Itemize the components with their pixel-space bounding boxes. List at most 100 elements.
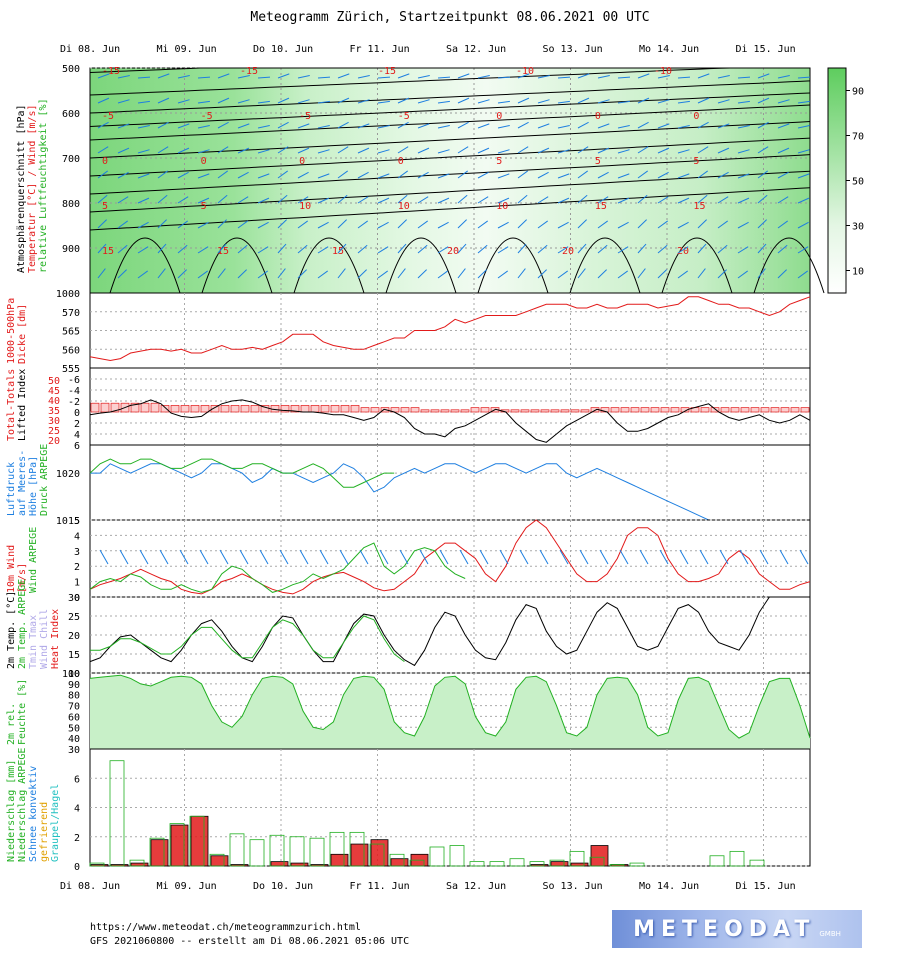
tt-bar xyxy=(660,407,670,413)
logo-text: METEODAT xyxy=(633,916,816,942)
tt-tick-label: 45 xyxy=(48,386,60,397)
wind-barb xyxy=(757,268,766,279)
wind-arrow xyxy=(279,549,289,565)
wind-barb xyxy=(257,197,270,204)
wind-barb xyxy=(757,121,769,129)
wind-barb xyxy=(137,173,150,179)
precip-bar xyxy=(169,823,185,867)
wind-barb xyxy=(337,146,349,154)
tt-tick-label: 20 xyxy=(48,436,60,447)
wind-barb xyxy=(637,170,649,179)
tt-bar xyxy=(650,407,660,413)
wind-barb xyxy=(157,170,169,179)
precip-bar xyxy=(269,834,285,867)
series-line xyxy=(90,615,405,663)
wind-barb xyxy=(537,147,550,154)
wind-barb xyxy=(457,243,467,254)
y-tick-label: 570 xyxy=(62,308,80,319)
wind-barb xyxy=(277,170,289,179)
wind-barb xyxy=(397,194,408,204)
wind-barb xyxy=(117,196,129,204)
wind-barb xyxy=(257,76,271,79)
wind-barb xyxy=(177,147,190,154)
y-axis-label: 2m Temp. ARPEGE xyxy=(17,579,28,669)
tt-bar xyxy=(460,409,470,413)
wind-arrow xyxy=(599,549,609,565)
y-tick-label: -2 xyxy=(68,397,80,408)
wind-barb xyxy=(137,125,150,129)
tt-bar xyxy=(800,407,810,413)
precip-bar xyxy=(570,862,589,867)
wind-barb xyxy=(737,270,749,279)
wind-barb xyxy=(637,243,647,254)
wind-barb xyxy=(757,146,769,154)
wind-barb xyxy=(217,121,229,129)
temperature-label: 15 xyxy=(332,246,344,257)
wind-barb xyxy=(437,76,451,79)
y-tick-label: 1015 xyxy=(56,516,80,527)
wind-barb xyxy=(417,269,427,279)
wind-barb xyxy=(417,75,430,79)
wind-barb xyxy=(797,246,809,254)
wind-barb xyxy=(637,268,646,279)
wind-barb xyxy=(677,197,690,204)
temperature-label: -5 xyxy=(299,111,311,122)
x-tick-label-bottom: Di 15. Jun xyxy=(736,881,796,892)
wind-barb xyxy=(217,219,227,229)
y-axis-label: Dicke [dm] xyxy=(17,304,28,364)
wind-barb xyxy=(377,173,390,179)
wind-barb xyxy=(557,197,570,204)
precip-bar xyxy=(370,839,389,867)
y-tick-label: -4 xyxy=(68,386,80,397)
wind-barb xyxy=(237,99,250,104)
wind-arrow xyxy=(399,549,409,565)
wind-barb xyxy=(657,269,667,279)
wind-barb xyxy=(617,125,630,129)
wind-barb xyxy=(277,219,287,229)
wind-barb xyxy=(157,73,170,79)
y-tick-label: 100 xyxy=(62,669,80,680)
tt-bar xyxy=(470,407,480,413)
tt-bar xyxy=(180,405,190,413)
wind-arrow xyxy=(659,549,669,565)
isotherm xyxy=(89,137,811,177)
temperature-label: 20 xyxy=(562,246,574,257)
wind-barb xyxy=(337,219,347,229)
footer-url[interactable]: https://www.meteodat.ch/meteogrammzurich… xyxy=(90,922,361,933)
precip-bar xyxy=(170,824,189,867)
y-axis-label: Tmin Tmax xyxy=(28,615,39,669)
temperature-label: 15 xyxy=(595,201,607,212)
wind-arrow xyxy=(339,549,349,565)
wind-barb xyxy=(157,194,168,204)
tt-bar xyxy=(310,405,320,413)
precip-bar xyxy=(369,843,385,867)
y-tick-label: 30 xyxy=(68,593,80,604)
wind-barb xyxy=(237,220,249,229)
tt-bar xyxy=(760,407,770,413)
wind-barb xyxy=(437,149,450,154)
wind-barb xyxy=(237,269,247,279)
panel-precipitation: 6 4 2 0 Niederschlag [mm] Niederschlag ARPEGE… xyxy=(6,748,811,873)
wind-barb xyxy=(197,246,209,254)
wind-barb xyxy=(317,76,331,79)
y-axis-label: Druck ARPEGE xyxy=(39,444,50,516)
colorbar-tick-label: 10 xyxy=(852,267,864,278)
wind-barb xyxy=(437,125,450,129)
y-tick-label: 1020 xyxy=(56,469,80,480)
tt-bar xyxy=(170,405,180,413)
y-axis-label: relative Luftfeuchtigkeit [%] xyxy=(38,98,49,273)
wind-barb xyxy=(417,220,429,229)
wind-barb xyxy=(717,220,729,229)
temperature-label: 15 xyxy=(102,246,114,257)
wind-barb xyxy=(577,146,589,154)
wind-barb xyxy=(357,171,369,179)
wind-barb xyxy=(577,121,589,129)
tt-bar xyxy=(190,405,200,413)
wind-barb xyxy=(557,100,570,104)
series-line xyxy=(89,674,811,739)
wind-arrow xyxy=(239,549,249,565)
tt-bar xyxy=(630,407,640,413)
wind-barb xyxy=(537,196,549,204)
tt-bar xyxy=(740,407,750,413)
logo-sub: GMBH xyxy=(819,930,841,938)
